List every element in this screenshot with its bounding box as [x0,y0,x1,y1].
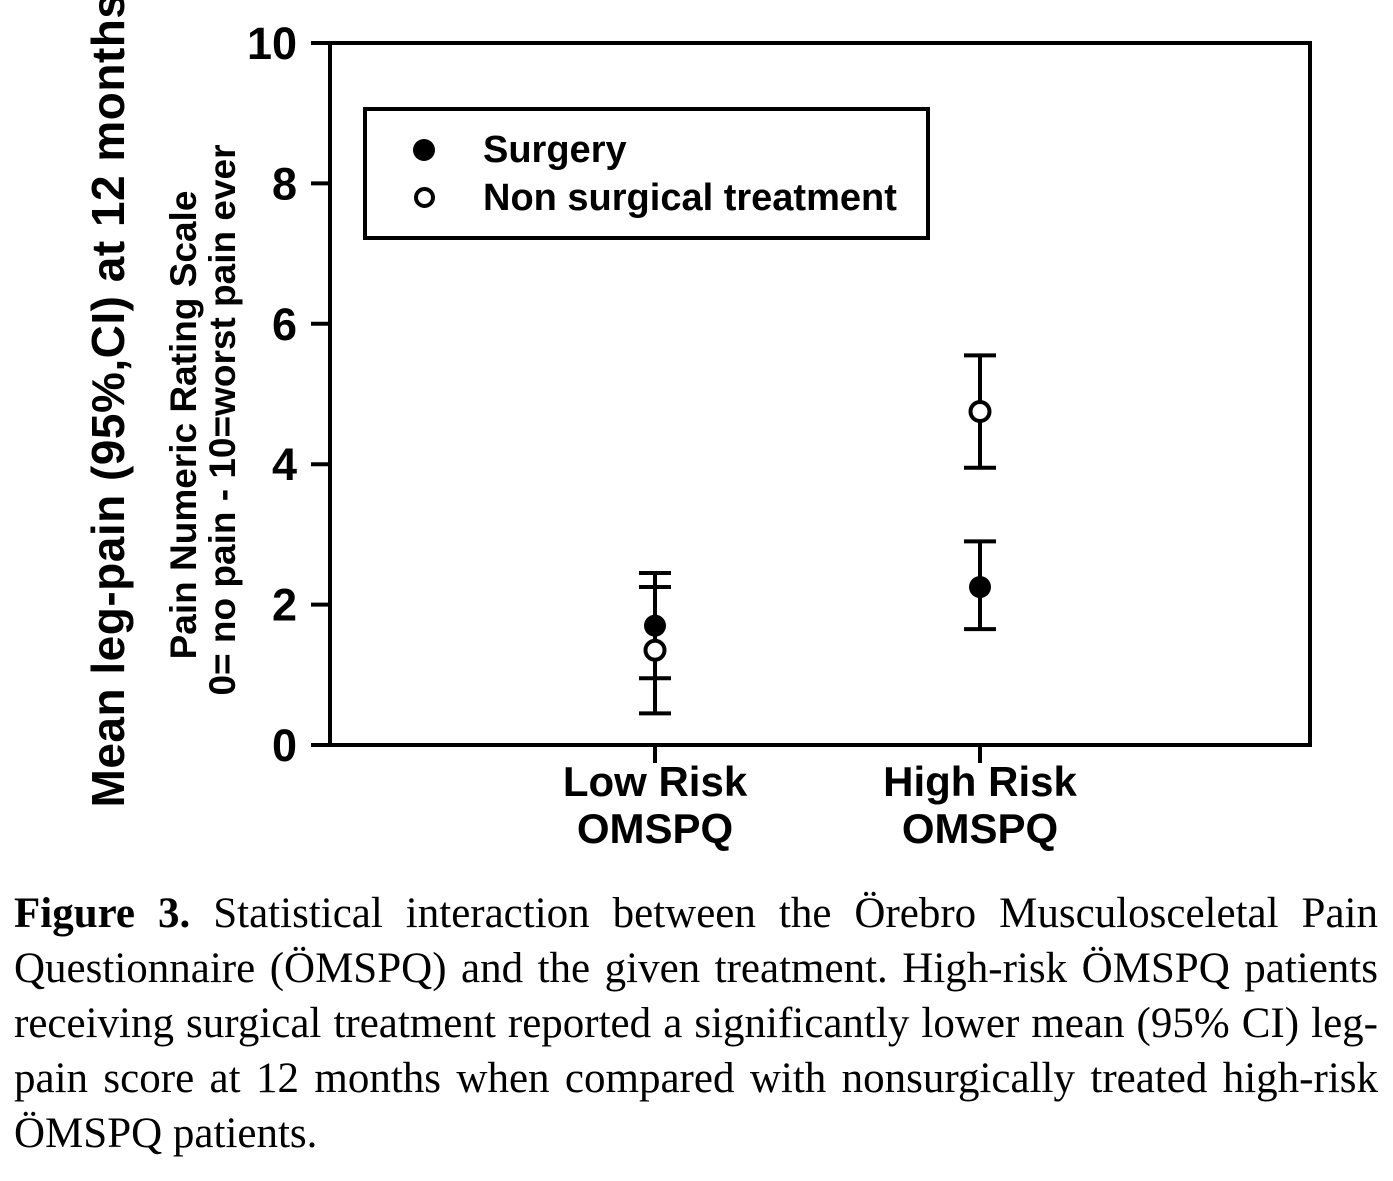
y-axis-tick-label: 8 [272,158,297,209]
chart-svg: 0 2 4 6 8 10 [247,18,1312,771]
legend-label-nonsurgical: Non surgical treatment [483,176,897,219]
y-axis-tick-label: 10 [247,18,297,69]
figure-caption-label: Figure 3. [14,890,191,937]
x-category-high-risk: High Risk OMSPQ [883,758,1077,853]
y-axis-title-sub2: 0= no pain - 10=worst pain ever [202,144,243,696]
y-axis-title-sub1: Pain Numeric Rating Scale [163,190,204,660]
x-category-low-risk-line1: Low Risk [562,758,748,805]
legend: Surgery Non surgical treatment [363,107,930,240]
y-axis-tick-label: 6 [272,299,297,350]
plot-frame [328,41,1312,747]
data-point-surgery [969,576,991,599]
legend-item-surgery: Surgery [411,131,926,169]
open-circle-icon [411,187,437,208]
y-axis-tick-label: 4 [272,439,297,490]
legend-item-nonsurgical: Non surgical treatment [411,179,926,217]
figure-caption-text: Statistical interaction between the Öreb… [14,890,1378,1157]
y-axis-tick-label: 0 [272,720,297,771]
data-point-nonsurgical [968,400,992,424]
legend-label-surgery: Surgery [483,128,627,171]
figure-caption: Figure 3. Statistical interaction betwee… [14,886,1378,1161]
data-point-surgery [644,614,666,637]
x-category-low-risk-line2: OMSPQ [576,805,734,853]
y-axis-tick-label: 2 [272,580,297,631]
x-category-high-risk-line1: High Risk [883,758,1077,805]
x-category-high-risk-line2: OMSPQ [901,805,1059,853]
data-point-nonsurgical [643,638,667,662]
x-category-low-risk: Low Risk OMSPQ [563,758,747,853]
y-axis-title-main: Mean leg-pain (95%,CI) at 12 months [82,0,134,808]
filled-circle-icon [411,138,437,161]
